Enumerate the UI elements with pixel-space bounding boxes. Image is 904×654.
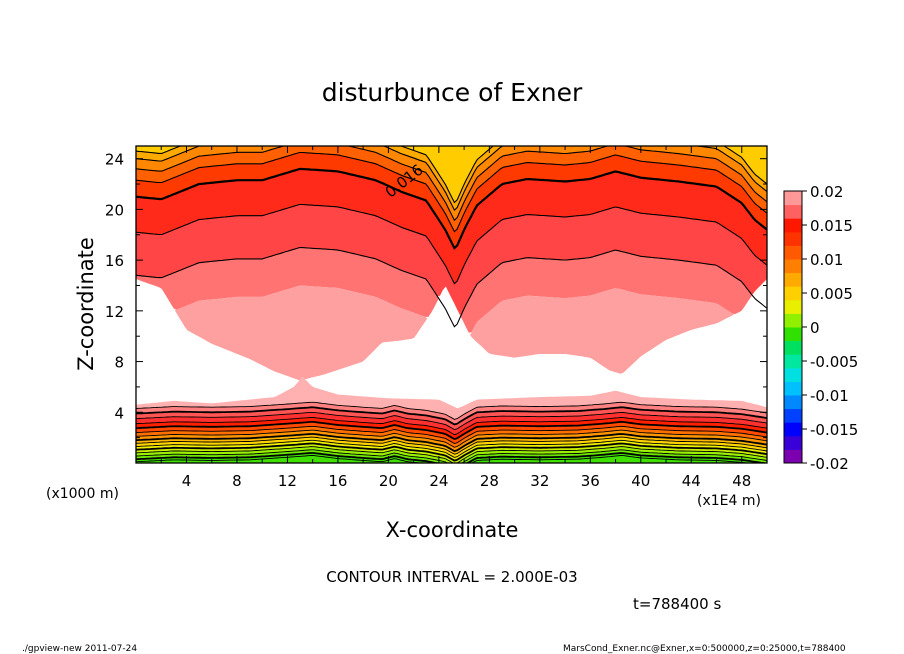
colorbar-tick-label: 0.005	[810, 285, 853, 303]
colorbar-segment	[784, 272, 802, 287]
y-axis-ticks: 4 8 12 16 20 24	[105, 151, 767, 439]
y-tick-label: 16	[105, 252, 124, 270]
footer-left: ./gpview-new 2011-07-24	[22, 644, 137, 654]
colorbar-tick-label: 0.01	[810, 251, 843, 269]
plot-frame	[135, 145, 768, 464]
x-tick-label: 36	[581, 472, 600, 490]
footer-right: MarsCond_Exner.nc@Exner,x=0:500000,z=0:2…	[563, 644, 846, 654]
contour-line	[136, 433, 767, 453]
contour-line	[136, 167, 767, 250]
time-text: t=788400 s	[633, 595, 721, 613]
contour-line	[136, 452, 767, 463]
contour-line	[136, 420, 767, 440]
colorbar-segment	[784, 408, 802, 423]
contour-line	[136, 446, 767, 463]
contour-line	[136, 442, 767, 462]
contour-line	[136, 146, 767, 212]
x-tick-label: 20	[379, 472, 398, 490]
contour-line	[136, 146, 767, 204]
colorbar-tick-label: -0.02	[810, 455, 849, 473]
lower-field-band	[136, 407, 767, 430]
contour-line	[136, 203, 767, 285]
y-tick-label: 24	[105, 151, 124, 169]
near-zero-region	[136, 279, 767, 409]
contour-line	[136, 417, 767, 436]
y-tick-label: 12	[105, 303, 124, 321]
colorbar-tick-label: 0.015	[810, 217, 853, 235]
colorbar-segment	[784, 286, 802, 301]
x-tick-label: 32	[530, 472, 549, 490]
colorbar-segment	[784, 381, 802, 396]
x-tick-label: 12	[278, 472, 297, 490]
colorbar-segment	[784, 299, 802, 314]
contour-line	[136, 406, 767, 426]
colorbar-tick-label: -0.005	[810, 353, 858, 371]
contour-line	[136, 436, 767, 455]
x-tick-label: 48	[732, 472, 751, 490]
colorbar-tick-label: 0.02	[810, 183, 843, 201]
contour-line	[136, 146, 767, 222]
contour-line	[136, 455, 749, 463]
y-tick-label: 8	[114, 354, 124, 372]
contour-line	[136, 401, 767, 420]
lower-field-band	[136, 412, 767, 435]
x-unit-note: (x1E4 m)	[697, 493, 761, 509]
contour-line	[136, 151, 767, 233]
colorbar-segment	[784, 395, 802, 410]
colorbar-segment	[784, 422, 802, 437]
contour-line	[136, 247, 767, 328]
contour-line	[136, 411, 767, 430]
colorbar-segment	[784, 435, 802, 450]
colorbar-segment	[784, 259, 802, 274]
colorbar-segment	[784, 204, 802, 219]
upper-field-band	[136, 169, 767, 284]
y-unit-note: (x1000 m)	[46, 486, 119, 502]
x-tick-label: 4	[182, 472, 192, 490]
colorbar-segment	[784, 245, 802, 260]
x-tick-label: 44	[682, 472, 701, 490]
upper-field-band	[136, 247, 767, 333]
x-tick-label: 40	[631, 472, 650, 490]
colorbar-segment	[784, 449, 802, 464]
lower-field-band	[136, 430, 767, 452]
colorbar-segment	[784, 191, 802, 206]
contour-line	[136, 449, 767, 463]
y-axis-label: Z-coordinate	[74, 237, 98, 371]
lower-field-band	[136, 377, 767, 420]
colorbar-tick-label: -0.015	[810, 421, 858, 439]
contour-line	[136, 425, 767, 444]
colorbar-tick-label: 0	[810, 319, 820, 337]
colorbar-ticks: 0.02 0.015 0.01 0.005 0 -0.005 -0.01 -0.015 -0.0…	[802, 183, 858, 473]
x-tick-label: 16	[328, 472, 347, 490]
upper-field-band	[136, 152, 767, 249]
contour-line	[136, 439, 767, 458]
lower-field-band	[136, 440, 767, 461]
colorbar-segment	[784, 313, 802, 328]
x-axis-label: X-coordinate	[386, 518, 519, 542]
x-tick-label: 8	[232, 472, 242, 490]
x-tick-label: 28	[480, 472, 499, 490]
chart-title: disturbunce of Exner	[322, 78, 583, 107]
colorbar-segment	[784, 367, 802, 382]
y-tick-label: 20	[105, 201, 124, 219]
contour-lines	[136, 146, 767, 463]
colorbar	[784, 191, 802, 464]
x-axis-ticks: 4 8 12 16 20 24 28 32 36 40 44 48	[160, 146, 751, 490]
lower-field-band	[136, 426, 767, 448]
colorbar-tick-label: -0.01	[810, 387, 849, 405]
upper-field-band	[136, 146, 767, 203]
colorbar-segment	[784, 327, 802, 342]
x-tick-label: 24	[429, 472, 448, 490]
lower-field-band	[136, 449, 767, 463]
y-tick-label: 4	[114, 404, 124, 422]
colorbar-segment	[784, 231, 802, 246]
contour-line	[136, 429, 767, 448]
lower-field-band	[136, 437, 767, 458]
upper-field-band	[136, 204, 767, 316]
contour-interval-text: CONTOUR INTERVAL = 2.000E-03	[326, 568, 577, 586]
colorbar-segment	[784, 218, 802, 233]
colorbar-segment	[784, 340, 802, 355]
colorbar-segment	[784, 354, 802, 369]
